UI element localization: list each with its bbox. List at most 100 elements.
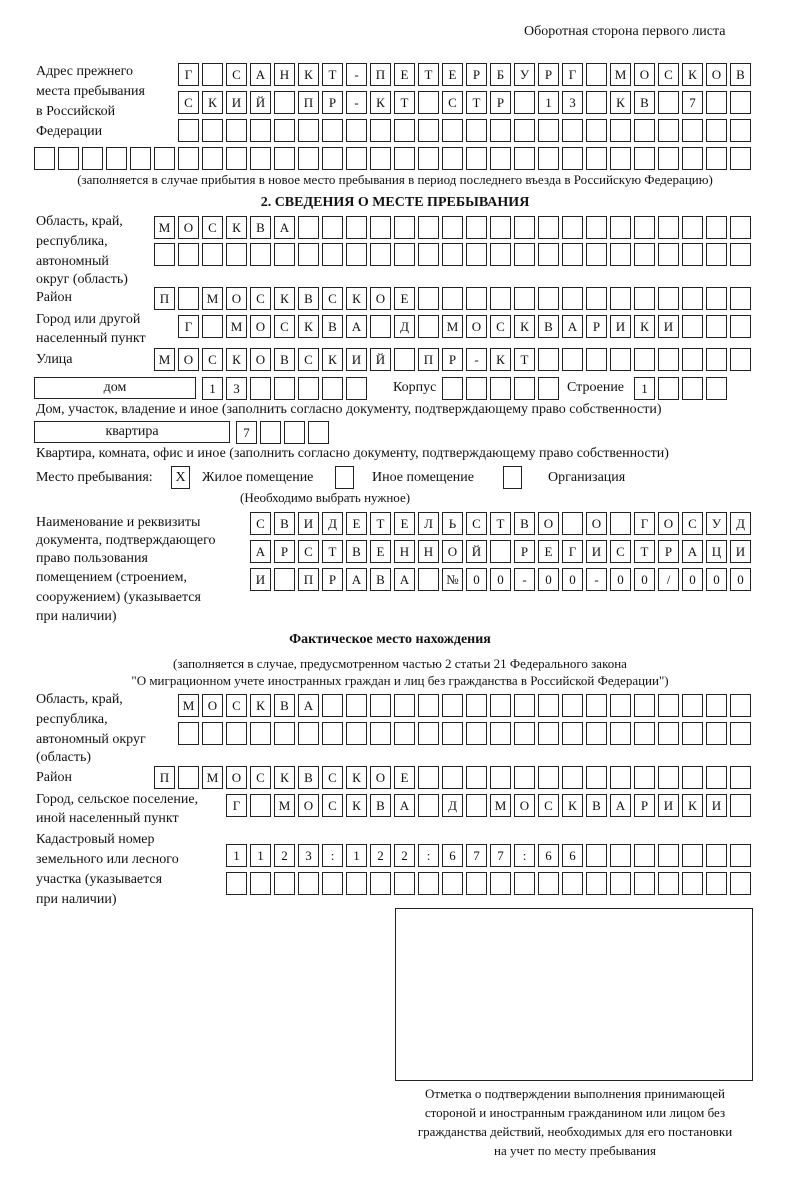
char-cell[interactable]: О: [370, 287, 391, 310]
char-cell[interactable]: [706, 872, 727, 895]
char-cell[interactable]: 0: [466, 568, 487, 591]
char-cell[interactable]: Р: [274, 540, 295, 563]
char-cell[interactable]: В: [370, 568, 391, 591]
char-cell[interactable]: [418, 91, 439, 114]
char-cell[interactable]: [394, 722, 415, 745]
char-cell[interactable]: [250, 722, 271, 745]
char-cell[interactable]: 1: [538, 91, 559, 114]
char-cell[interactable]: В: [370, 794, 391, 817]
char-cell[interactable]: [658, 119, 679, 142]
char-cell[interactable]: [394, 147, 415, 170]
organization-checkbox[interactable]: [503, 466, 522, 489]
char-cell[interactable]: [514, 287, 535, 310]
char-cell[interactable]: -: [586, 568, 607, 591]
char-cell[interactable]: [394, 119, 415, 142]
char-cell[interactable]: О: [466, 315, 487, 338]
char-cell[interactable]: О: [634, 63, 655, 86]
char-cell[interactable]: С: [298, 348, 319, 371]
char-cell[interactable]: О: [658, 512, 679, 535]
char-cell[interactable]: [490, 377, 511, 400]
char-cell[interactable]: [538, 872, 559, 895]
char-cell[interactable]: 0: [706, 568, 727, 591]
char-cell[interactable]: 3: [562, 91, 583, 114]
char-cell[interactable]: [274, 147, 295, 170]
char-cell[interactable]: [418, 147, 439, 170]
char-cell[interactable]: О: [226, 766, 247, 789]
char-cell[interactable]: [346, 872, 367, 895]
char-cell[interactable]: Р: [490, 91, 511, 114]
char-cell[interactable]: Н: [274, 63, 295, 86]
char-cell[interactable]: [298, 243, 319, 266]
char-cell[interactable]: [490, 540, 511, 563]
char-cell[interactable]: О: [370, 766, 391, 789]
char-cell[interactable]: [514, 766, 535, 789]
char-cell[interactable]: [106, 147, 127, 170]
char-cell[interactable]: А: [298, 694, 319, 717]
char-cell[interactable]: К: [226, 216, 247, 239]
char-cell[interactable]: М: [226, 315, 247, 338]
char-cell[interactable]: В: [346, 540, 367, 563]
char-cell[interactable]: [34, 147, 55, 170]
char-cell[interactable]: [682, 872, 703, 895]
char-cell[interactable]: Е: [394, 512, 415, 535]
char-cell[interactable]: [658, 377, 679, 400]
char-cell[interactable]: С: [250, 766, 271, 789]
char-cell[interactable]: У: [514, 63, 535, 86]
char-cell[interactable]: Т: [490, 512, 511, 535]
char-cell[interactable]: В: [274, 694, 295, 717]
char-cell[interactable]: [538, 216, 559, 239]
char-cell[interactable]: М: [490, 794, 511, 817]
char-cell[interactable]: В: [274, 512, 295, 535]
char-cell[interactable]: [370, 694, 391, 717]
char-cell[interactable]: В: [586, 794, 607, 817]
char-cell[interactable]: М: [202, 287, 223, 310]
char-cell[interactable]: [442, 766, 463, 789]
char-cell[interactable]: [562, 512, 583, 535]
char-cell[interactable]: [706, 844, 727, 867]
char-cell[interactable]: [418, 722, 439, 745]
char-cell[interactable]: [634, 722, 655, 745]
char-cell[interactable]: О: [586, 512, 607, 535]
char-cell[interactable]: №: [442, 568, 463, 591]
char-cell[interactable]: Г: [562, 540, 583, 563]
char-cell[interactable]: Р: [658, 540, 679, 563]
char-cell[interactable]: [538, 287, 559, 310]
char-cell[interactable]: С: [322, 287, 343, 310]
char-cell[interactable]: [346, 147, 367, 170]
char-cell[interactable]: К: [346, 766, 367, 789]
char-cell[interactable]: И: [610, 315, 631, 338]
char-cell[interactable]: [250, 377, 271, 400]
char-cell[interactable]: [730, 91, 751, 114]
char-cell[interactable]: [706, 243, 727, 266]
char-cell[interactable]: О: [226, 287, 247, 310]
char-cell[interactable]: [562, 119, 583, 142]
char-cell[interactable]: К: [250, 694, 271, 717]
char-cell[interactable]: [730, 794, 751, 817]
char-cell[interactable]: [322, 243, 343, 266]
char-cell[interactable]: С: [442, 91, 463, 114]
char-cell[interactable]: О: [514, 794, 535, 817]
char-cell[interactable]: [586, 243, 607, 266]
char-cell[interactable]: [466, 722, 487, 745]
char-cell[interactable]: [562, 147, 583, 170]
char-cell[interactable]: С: [250, 512, 271, 535]
char-cell[interactable]: [466, 119, 487, 142]
char-cell[interactable]: 0: [490, 568, 511, 591]
char-cell[interactable]: [706, 722, 727, 745]
char-cell[interactable]: В: [250, 216, 271, 239]
char-cell[interactable]: [322, 722, 343, 745]
char-cell[interactable]: [658, 147, 679, 170]
char-cell[interactable]: С: [202, 348, 223, 371]
char-cell[interactable]: У: [706, 512, 727, 535]
char-cell[interactable]: А: [250, 540, 271, 563]
char-cell[interactable]: [466, 872, 487, 895]
char-cell[interactable]: [226, 243, 247, 266]
char-cell[interactable]: [610, 722, 631, 745]
char-cell[interactable]: [346, 722, 367, 745]
char-cell[interactable]: [634, 243, 655, 266]
char-cell[interactable]: С: [274, 315, 295, 338]
char-cell[interactable]: [682, 147, 703, 170]
char-cell[interactable]: М: [202, 766, 223, 789]
char-cell[interactable]: [274, 377, 295, 400]
char-cell[interactable]: [370, 119, 391, 142]
